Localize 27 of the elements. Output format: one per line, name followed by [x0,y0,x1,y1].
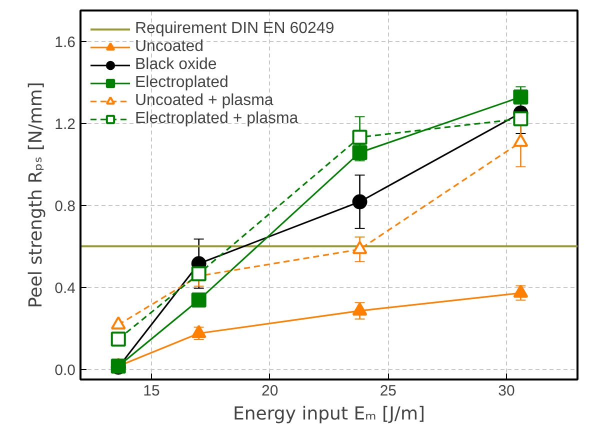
legend-label: Black oxide [135,56,217,74]
y-tick-label: 0.4 [54,280,76,297]
y-tick-label: 0.8 [54,198,76,215]
point [110,316,126,330]
legend-label: Uncoated [135,38,204,56]
point [352,240,368,254]
point [352,130,368,145]
point [352,302,368,316]
y-axis-title: Peel strength Rₚₛ [N/mm] [26,82,47,308]
y-tick-label: 0.0 [54,362,76,379]
point [513,284,528,298]
point [352,194,368,210]
x-axis-title: Energy input Eₘ [J/m] [232,404,426,424]
x-tick-label: 20 [261,382,278,400]
x-tick-label: 25 [380,382,397,400]
legend-label: Uncoated + plasma [135,92,274,110]
legend-label: Electroplated + plasma [135,110,298,128]
point [110,332,126,347]
legend-label: Requirement DIN EN 60249 [135,20,334,38]
point [513,90,528,105]
x-tick-label: 15 [143,382,160,400]
point [513,111,528,126]
y-tick-label: 1.2 [54,116,76,133]
y-tick-label: 1.6 [54,34,76,51]
legend-label: Electroplated [135,74,228,92]
point [191,292,206,308]
x-tick-label: 30 [498,382,515,400]
